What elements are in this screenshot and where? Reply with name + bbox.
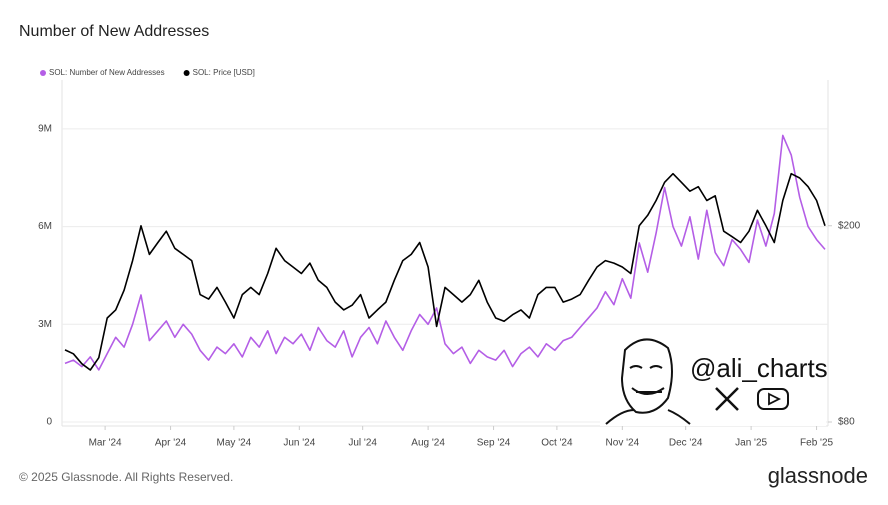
series-line <box>64 172 826 371</box>
y-axis: 0 3M 6M 9M $80 $200 <box>38 123 861 427</box>
face-icon <box>605 338 691 425</box>
x-tick-label: Apr '24 <box>155 438 187 449</box>
x-tick-label: Aug '24 <box>411 438 445 449</box>
x-tick-label: Jun '24 <box>283 438 315 449</box>
x-tick-label: Feb '25 <box>800 438 833 449</box>
chart-title: Number of New Addresses <box>19 23 209 40</box>
y2-tick-label: $200 <box>838 220 861 231</box>
footer: © 2025 Glassnode. All Rights Reserved. <box>19 470 233 484</box>
legend-label: SOL: Number of New Addresses <box>49 68 165 77</box>
y2-tick-label: $80 <box>838 417 855 428</box>
x-tick-label: Oct '24 <box>541 438 573 449</box>
x-tick-label: Dec '24 <box>669 438 703 449</box>
watermark: @ali_charts <box>600 334 828 426</box>
brand-logo: glassnode <box>768 463 868 488</box>
x-icon <box>715 387 739 411</box>
y-tick-label: 9M <box>38 123 52 134</box>
y-tick-label: 0 <box>46 417 52 428</box>
youtube-icon <box>757 388 789 410</box>
legend: SOL: Number of New Addresses SOL: Price [… <box>40 68 255 77</box>
legend-marker <box>40 70 46 76</box>
legend-label: SOL: Price [USD] <box>193 68 255 77</box>
x-tick-label: Jan '25 <box>735 438 767 449</box>
x-tick-label: Jul '24 <box>348 438 377 449</box>
x-axis: Mar '24 Apr '24 May '24 Jun '24 Jul '24 Aug '… <box>89 426 834 449</box>
x-tick-label: Sep '24 <box>477 438 511 449</box>
legend-marker <box>183 70 190 76</box>
x-tick-label: May '24 <box>217 438 252 449</box>
series <box>64 134 826 371</box>
youtube-play <box>768 392 782 406</box>
x-tick-label: Nov '24 <box>606 438 640 449</box>
series-line <box>64 134 826 371</box>
watermark-bg <box>600 334 826 426</box>
y-tick-label: 6M <box>38 221 52 232</box>
x-tick-label: Mar '24 <box>89 438 122 449</box>
watermark-handle: @ali_charts <box>690 353 828 383</box>
y-tick-label: 3M <box>38 319 52 330</box>
